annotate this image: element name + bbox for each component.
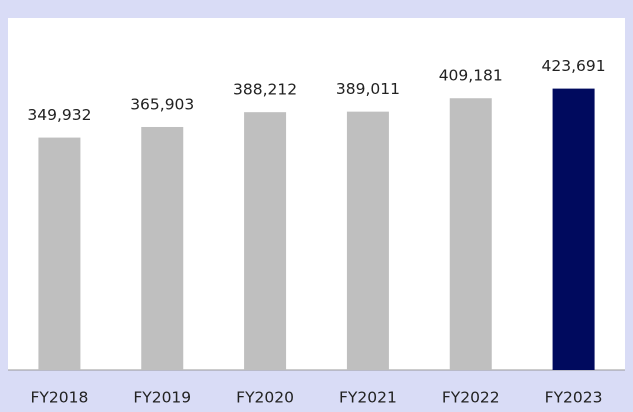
data-label: 388,212: [233, 81, 297, 99]
bar: [244, 112, 287, 370]
bar: [141, 126, 184, 371]
x-tick-label: FY2021: [339, 389, 397, 407]
data-label: 389,011: [336, 80, 400, 98]
bar: [346, 111, 389, 371]
data-label: 365,903: [130, 95, 194, 113]
x-tick-label: FY2023: [545, 389, 603, 407]
bar: [552, 88, 595, 370]
x-tick-label: FY2018: [30, 389, 88, 407]
plot-area: [8, 18, 625, 370]
x-tick-label: FY2019: [133, 389, 191, 407]
bar: [38, 137, 81, 370]
bar: [449, 98, 492, 370]
x-tick-label: FY2020: [236, 389, 294, 407]
data-label: 409,181: [439, 67, 503, 85]
data-label: 349,932: [27, 106, 91, 124]
data-label: 423,691: [542, 57, 606, 75]
x-tick-label: FY2022: [442, 389, 500, 407]
